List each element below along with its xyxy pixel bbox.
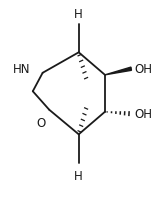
Text: O: O	[36, 116, 46, 129]
Text: OH: OH	[134, 108, 153, 121]
Text: H: H	[74, 8, 83, 20]
Text: H: H	[74, 169, 83, 182]
Polygon shape	[105, 68, 131, 75]
Text: OH: OH	[134, 63, 153, 76]
Text: HN: HN	[13, 63, 31, 76]
